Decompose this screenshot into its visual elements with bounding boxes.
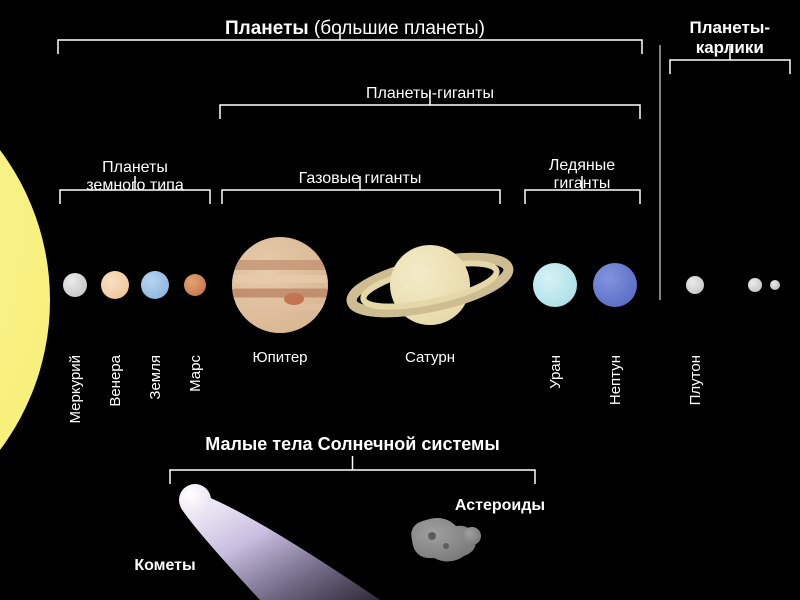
- small-bodies-title: Малые тела Солнечной системы: [205, 434, 499, 454]
- main-title: Планеты (большие планеты): [225, 18, 485, 40]
- asteroid-small: [463, 527, 481, 545]
- comet-head: [179, 484, 211, 516]
- planet-Венера: [101, 271, 129, 299]
- label-Меркурий: Меркурий: [67, 355, 84, 424]
- dwarf-Плутон: [686, 276, 704, 294]
- label-Нептун: Нептун: [607, 355, 624, 405]
- dwarf-dwarf2: [748, 278, 762, 292]
- label-Венера: Венера: [107, 354, 124, 406]
- dwarf-title: Планеты-карлики: [690, 18, 770, 58]
- planet-Меркурий: [63, 273, 87, 297]
- planet-Уран: [533, 263, 577, 307]
- sun: [0, 50, 50, 550]
- ice-giants-label-1: Ледяные: [549, 157, 615, 174]
- label-Уран: Уран: [547, 355, 564, 389]
- comet-tail: [181, 490, 380, 600]
- terrestrial-label-1: Планеты: [102, 159, 168, 176]
- label-Юпитер: Юпитер: [252, 349, 307, 366]
- ice-giants-label-2: гиганты: [554, 175, 611, 192]
- planet-Земля: [141, 271, 169, 299]
- planet-Нептун: [593, 263, 637, 307]
- terrestrial-label-2: земного типа: [86, 177, 184, 194]
- planet-Марс: [184, 274, 206, 296]
- label-Земля: Земля: [147, 355, 164, 400]
- solar-system-diagram: Планеты-гигантыПланетыземного типаГазовы…: [0, 0, 800, 600]
- main-title-bold: Планеты: [225, 18, 309, 39]
- dwarf-dwarf3: [770, 280, 780, 290]
- label-Плутон: Плутон: [687, 355, 704, 405]
- comets-label: Кометы: [134, 557, 195, 574]
- label-Марс: Марс: [187, 355, 204, 392]
- gas-giants-label: Газовые гиганты: [299, 170, 422, 187]
- giants-label: Планеты-гиганты: [366, 85, 494, 102]
- asteroids-label: Астероиды: [455, 497, 545, 514]
- label-Сатурн: Сатурн: [405, 349, 455, 366]
- main-title-paren: (большие планеты): [314, 18, 485, 39]
